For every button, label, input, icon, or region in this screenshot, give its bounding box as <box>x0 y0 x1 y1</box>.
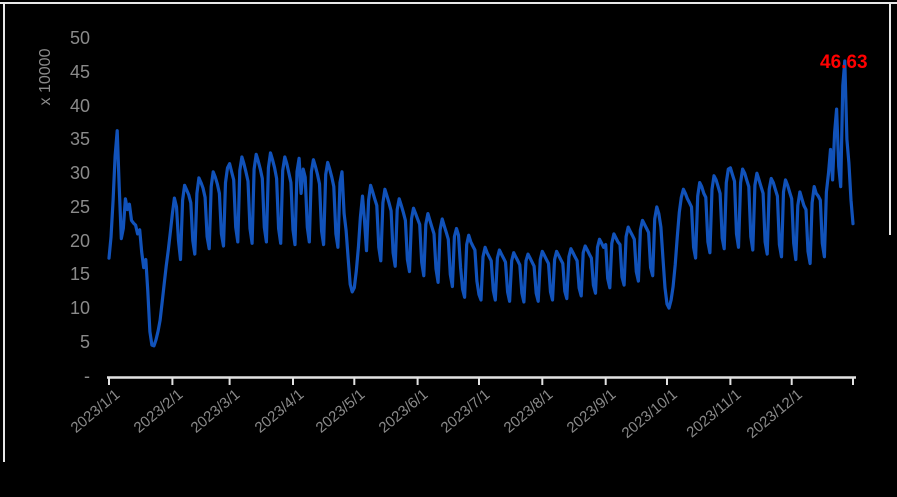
y-axis-tick-label: 20 <box>69 230 90 251</box>
y-axis-tick-label: 50 <box>69 28 90 49</box>
y-axis-tick-label: 25 <box>69 196 90 217</box>
data-series-line <box>107 59 855 348</box>
chart-border-left <box>3 2 5 462</box>
y-axis-tick-label: 15 <box>69 264 90 285</box>
y-axis-tick-label: 10 <box>69 298 90 319</box>
y-axis-tick-label: 40 <box>69 95 90 116</box>
y-axis-tick-label: - <box>84 365 90 386</box>
last-value-label: 46.63 <box>820 52 868 73</box>
chart-border-top <box>0 2 897 4</box>
chart-border-right <box>889 2 891 235</box>
x-axis-ticks <box>108 377 854 385</box>
y-axis-tick-label: 30 <box>69 163 90 184</box>
y-axis-tick-label: 45 <box>69 61 90 82</box>
y-axis-tick-label: 5 <box>79 331 90 352</box>
y-axis-tick-label: 35 <box>69 129 90 150</box>
